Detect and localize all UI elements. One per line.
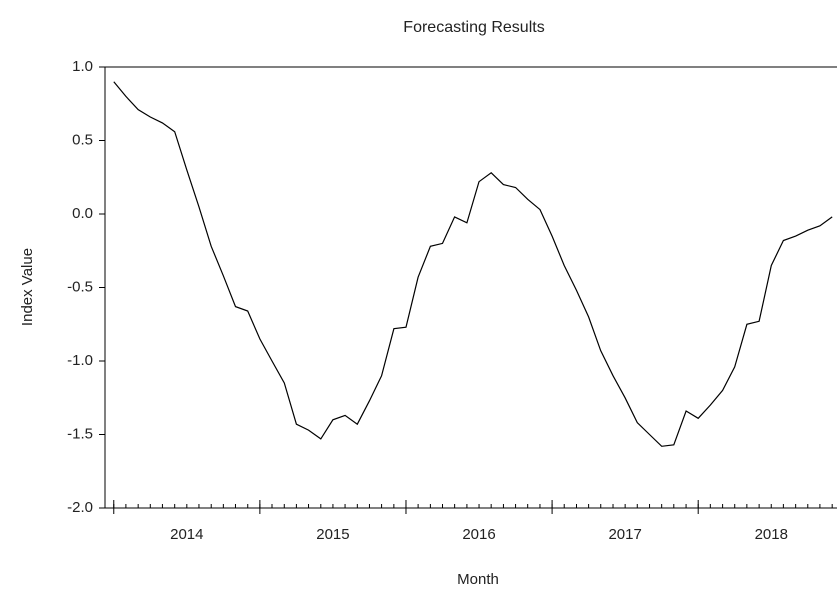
plot-frame <box>104 66 837 509</box>
y-axis-label: Index Value <box>19 248 36 326</box>
y-tick-label: 1.0 <box>72 58 93 75</box>
y-tick-label: 0.0 <box>72 205 93 222</box>
x-tick-label: 2017 <box>608 526 641 543</box>
y-tick-label: 0.5 <box>72 131 93 148</box>
chart-title: Forecasting Results <box>403 19 544 36</box>
y-tick-label: -0.5 <box>67 278 93 295</box>
x-tick-label: 2018 <box>755 526 788 543</box>
y-tick-label: -1.5 <box>67 425 93 442</box>
x-tick-label: 2015 <box>316 526 349 543</box>
y-tick-label: -2.0 <box>67 499 93 516</box>
x-axis-label: Month <box>457 571 499 588</box>
y-tick-label: -1.0 <box>67 352 93 369</box>
x-tick-label: 2016 <box>462 526 495 543</box>
data-line <box>113 81 833 447</box>
x-tick-label: 2014 <box>170 526 203 543</box>
